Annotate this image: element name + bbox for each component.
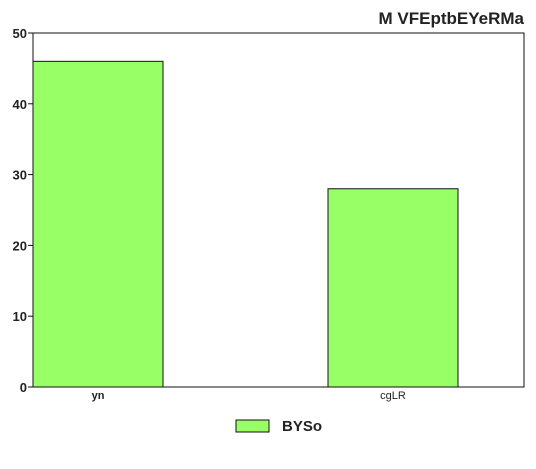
y-tick-label: 0: [20, 380, 27, 395]
y-tick-label: 10: [13, 309, 27, 324]
y-tick-label: 30: [13, 168, 27, 183]
y-tick-label: 20: [13, 238, 27, 253]
legend-swatch: [235, 419, 270, 433]
legend-label: BYSo: [282, 418, 322, 435]
y-tick-label: 40: [13, 97, 27, 112]
y-axis: 0 10 20 30 40 50: [13, 26, 33, 395]
x-tick-label: cgLR: [380, 390, 406, 402]
chart-title: M VFEptbEYeRMa: [379, 9, 525, 28]
bar-yn: [32, 60, 164, 388]
y-tick-label: 50: [13, 26, 27, 41]
x-axis: yn cgLR: [92, 390, 406, 402]
legend: BYSo: [235, 418, 322, 435]
x-tick-label: yn: [92, 390, 105, 402]
bar-cgLR: [327, 188, 459, 388]
bar-group: [32, 60, 459, 388]
